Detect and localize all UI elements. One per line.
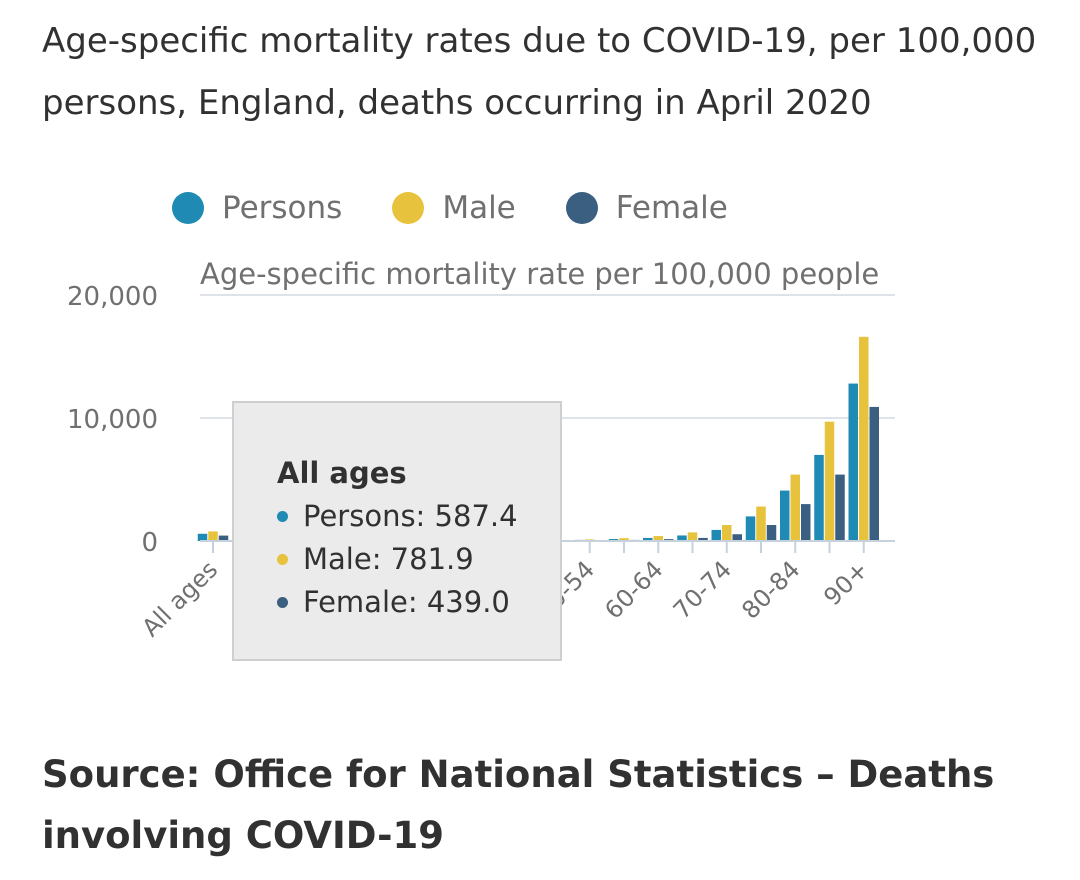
legend-label-persons: Persons xyxy=(222,190,343,226)
y-tick-label: 20,000 xyxy=(67,282,158,312)
bar-female-19 xyxy=(869,406,879,541)
bar-female-0 xyxy=(218,535,229,541)
bar-persons-18 xyxy=(814,454,824,541)
bar-male-19 xyxy=(859,336,869,541)
tooltip-row-persons: Persons: 587.4 xyxy=(277,495,560,538)
legend-item-male[interactable]: Male xyxy=(392,190,516,226)
tooltip-dot-persons-icon xyxy=(277,511,288,522)
x-tick-label: All ages xyxy=(137,555,224,642)
legend-dot-male-icon xyxy=(392,192,425,224)
tooltip-value-persons: Persons: 587.4 xyxy=(303,499,518,533)
bar-persons-15 xyxy=(711,529,721,541)
tooltip-dot-female-icon xyxy=(277,597,288,608)
bar-persons-17 xyxy=(780,490,790,541)
bar-persons-16 xyxy=(745,516,756,541)
legend-dot-persons-icon xyxy=(172,192,204,224)
bar-persons-19 xyxy=(848,383,858,541)
bar-female-16 xyxy=(766,525,777,541)
bar-male-14 xyxy=(687,532,698,541)
bar-male-16 xyxy=(756,506,766,541)
bar-male-15 xyxy=(722,525,732,541)
x-tick-label: 60-64 xyxy=(599,555,668,624)
tooltip: All ages Persons: 587.4 Male: 781.9 Fema… xyxy=(232,401,562,661)
y-tick-label: 10,000 xyxy=(67,405,158,435)
tooltip-value-male: Male: 781.9 xyxy=(303,542,474,576)
bar-persons-0 xyxy=(197,533,208,541)
legend-item-persons[interactable]: Persons xyxy=(172,190,342,226)
x-tick-label: 70-74 xyxy=(668,555,737,624)
chart-title: Age-specific mortality rates due to COVI… xyxy=(42,21,1037,123)
tooltip-value-female: Female: 439.0 xyxy=(303,585,510,619)
bar-female-18 xyxy=(835,474,845,541)
legend-item-female[interactable]: Female xyxy=(565,190,728,226)
y-tick-label: 0 xyxy=(141,528,158,558)
tooltip-row-male: Male: 781.9 xyxy=(277,538,560,581)
bar-female-14 xyxy=(698,537,708,541)
bar-persons-13 xyxy=(643,537,653,541)
tooltip-dot-male-icon xyxy=(277,554,288,565)
bar-male-13 xyxy=(653,536,663,541)
x-tick-label: 90+ xyxy=(818,555,874,611)
legend-label-male: Male xyxy=(442,190,516,226)
bar-female-17 xyxy=(801,504,811,541)
legend-dot-female-icon xyxy=(565,192,598,224)
bar-male-12 xyxy=(619,538,629,541)
bar-male-18 xyxy=(824,421,835,541)
tooltip-title: All ages xyxy=(277,456,407,490)
legend-label-female: Female xyxy=(615,190,728,226)
y-axis-title: Age-specific mortality rate per 100,000 … xyxy=(200,257,879,291)
bar-female-15 xyxy=(732,534,742,541)
x-tick-label: 80-84 xyxy=(736,555,805,624)
bar-male-0 xyxy=(208,531,218,541)
legend: Persons Male Female xyxy=(172,186,778,230)
bar-persons-14 xyxy=(677,535,687,541)
tooltip-row-female: Female: 439.0 xyxy=(277,581,560,624)
bar-male-17 xyxy=(790,474,800,541)
source-note: Source: Office for National Statistics –… xyxy=(42,753,995,857)
